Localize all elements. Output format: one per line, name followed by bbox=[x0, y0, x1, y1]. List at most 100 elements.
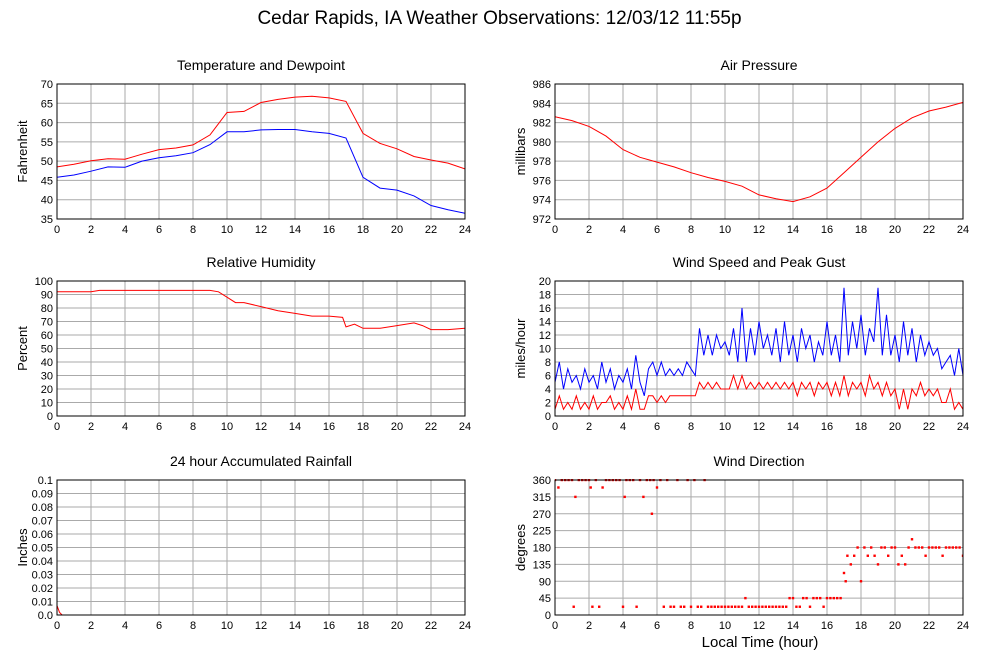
y-tick-label: 225 bbox=[533, 526, 551, 538]
y-tick-label: 40 bbox=[41, 357, 53, 369]
series-line-2 bbox=[57, 129, 465, 214]
data-point bbox=[825, 596, 829, 600]
x-tick-label: 14 bbox=[289, 224, 301, 236]
data-point bbox=[927, 546, 931, 549]
data-point bbox=[934, 546, 937, 549]
data-point bbox=[897, 563, 900, 566]
data-point bbox=[598, 605, 601, 608]
x-tick-label: 0 bbox=[552, 421, 558, 433]
y-tick-label: 60 bbox=[41, 118, 53, 130]
data-point bbox=[955, 546, 958, 549]
chart-title: Relative Humidity bbox=[207, 254, 316, 270]
data-point bbox=[880, 546, 883, 549]
data-point bbox=[873, 554, 876, 557]
data-point bbox=[856, 546, 859, 549]
data-point bbox=[866, 554, 869, 557]
data-point bbox=[785, 605, 788, 608]
data-point bbox=[757, 605, 761, 608]
x-tick-label: 0 bbox=[54, 421, 60, 433]
y-tick-label: 40 bbox=[41, 195, 53, 207]
plot-frame bbox=[554, 280, 964, 417]
data-point bbox=[805, 596, 808, 600]
y-tick-label: 70 bbox=[41, 79, 53, 91]
chart-rain: 0 2 4 6 8 10 12 14 16 18 20 22 240.00.010.020.030.04… bbox=[15, 453, 471, 632]
x-tick-label: 2 bbox=[586, 224, 592, 236]
plot-frame bbox=[56, 479, 466, 616]
x-tick-label: 14 bbox=[787, 620, 799, 632]
y-tick-label: 20 bbox=[539, 276, 551, 288]
x-tick-label: 24 bbox=[957, 620, 969, 632]
x-tick-label: 4 bbox=[122, 620, 128, 632]
x-tick-label: 16 bbox=[323, 224, 335, 236]
data-point bbox=[849, 563, 852, 566]
data-point bbox=[669, 605, 672, 608]
x-tick-label: 24 bbox=[459, 620, 471, 632]
data-point bbox=[601, 486, 604, 489]
x-tick-label: 14 bbox=[787, 421, 799, 433]
data-point bbox=[829, 596, 832, 600]
y-tick-label: 2 bbox=[545, 398, 551, 410]
y-tick-label: 10 bbox=[539, 344, 551, 356]
y-tick-label: 0.05 bbox=[32, 543, 53, 555]
x-tick-label: 14 bbox=[787, 224, 799, 236]
data-point bbox=[778, 605, 781, 608]
y-tick-label: 6 bbox=[545, 371, 551, 383]
x-tick-label: 4 bbox=[122, 224, 128, 236]
data-point bbox=[635, 605, 638, 608]
data-point bbox=[815, 596, 818, 600]
series-line-1 bbox=[555, 287, 963, 396]
x-tick-label: 8 bbox=[190, 620, 196, 632]
x-tick-label: 22 bbox=[425, 224, 437, 236]
data-point bbox=[836, 596, 839, 600]
data-point bbox=[842, 571, 846, 575]
data-point bbox=[768, 605, 771, 608]
data-point bbox=[951, 546, 954, 549]
series-group bbox=[57, 95, 465, 214]
y-tick-label: 100 bbox=[35, 276, 53, 288]
x-tick-label: 22 bbox=[923, 421, 935, 433]
data-point bbox=[853, 554, 856, 557]
data-point bbox=[672, 605, 676, 608]
y-tick-label: 70 bbox=[41, 317, 53, 329]
series-group bbox=[555, 101, 963, 203]
data-point bbox=[662, 605, 665, 608]
data-point bbox=[764, 605, 767, 608]
y-tick-label: 12 bbox=[539, 330, 551, 342]
data-point bbox=[893, 546, 897, 549]
data-point bbox=[723, 605, 727, 608]
data-point bbox=[798, 605, 801, 608]
data-point bbox=[774, 605, 778, 608]
y-tick-label: 10 bbox=[41, 398, 53, 410]
series-group bbox=[555, 287, 963, 412]
data-point bbox=[921, 546, 924, 549]
plot-frame bbox=[56, 83, 466, 220]
data-point bbox=[876, 563, 880, 566]
data-point bbox=[944, 546, 948, 549]
y-tick-label: 18 bbox=[539, 290, 551, 302]
data-point bbox=[744, 596, 747, 600]
data-point bbox=[650, 512, 654, 515]
y-tick-label: 180 bbox=[533, 543, 551, 555]
data-point bbox=[958, 546, 961, 549]
chart-title: Wind Direction bbox=[713, 453, 804, 469]
data-point bbox=[917, 546, 920, 549]
data-point bbox=[795, 605, 798, 608]
chart-wind: 0 2 4 6 8 10 12 14 16 18 20 22 2402468101214161820Wi… bbox=[513, 254, 969, 433]
x-tick-label: 22 bbox=[425, 421, 437, 433]
x-tick-label: 16 bbox=[821, 224, 833, 236]
series-line-1 bbox=[555, 101, 963, 203]
x-axis-label: Local Time (hour) bbox=[701, 634, 819, 651]
x-tick-label: 20 bbox=[889, 620, 901, 632]
data-point bbox=[589, 486, 592, 489]
x-tick-label: 16 bbox=[323, 620, 335, 632]
x-tick-label: 20 bbox=[391, 620, 403, 632]
y-tick-label: 984 bbox=[533, 98, 551, 110]
x-tick-label: 24 bbox=[957, 224, 969, 236]
data-point bbox=[844, 580, 847, 583]
x-tick-label: 8 bbox=[688, 224, 694, 236]
y-tick-label: 8 bbox=[545, 357, 551, 369]
data-point bbox=[863, 546, 866, 549]
x-tick-label: 0 bbox=[552, 620, 558, 632]
page-title: Cedar Rapids, IA Weather Observations: 1… bbox=[257, 8, 742, 29]
x-tick-label: 22 bbox=[923, 620, 935, 632]
